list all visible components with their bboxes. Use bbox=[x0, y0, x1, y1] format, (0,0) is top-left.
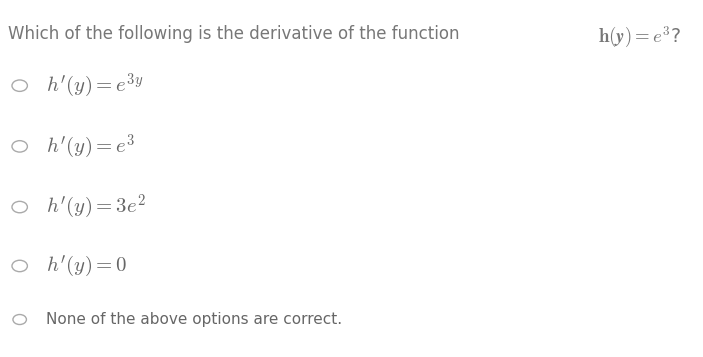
Text: None of the above options are correct.: None of the above options are correct. bbox=[46, 312, 342, 327]
Text: $h'(y) = 3e^{2}$: $h'(y) = 3e^{2}$ bbox=[46, 193, 146, 221]
Text: Which of the following is the derivative of the function: Which of the following is the derivative… bbox=[8, 25, 465, 43]
Text: $h'(y) = e^{3}$: $h'(y) = e^{3}$ bbox=[46, 132, 135, 161]
Text: $h'(y) = e^{3y}$: $h'(y) = e^{3y}$ bbox=[46, 71, 143, 100]
Text: $\mathbf{h}\boldsymbol{(y)} = e^3$?: $\mathbf{h}\boldsymbol{(y)} = e^3$? bbox=[598, 25, 681, 50]
Text: $h'(y) = 0$: $h'(y) = 0$ bbox=[46, 253, 127, 279]
